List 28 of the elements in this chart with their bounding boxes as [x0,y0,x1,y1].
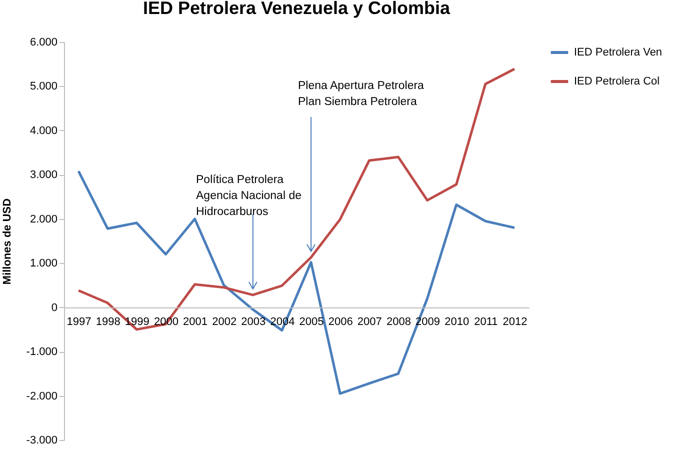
x-tick-label: 2007 [357,316,382,328]
y-tick-label: 4.000 [30,124,58,137]
y-tick-label: 1.000 [30,258,58,270]
chart-title: IED Petrolera Venezuela y Colombia [142,0,452,18]
legend-label: IED Petrolera Ven [574,46,662,58]
y-tick-label: 3.000 [30,169,58,182]
x-tick-label: 2008 [386,316,411,328]
y-tick-label: 6.000 [30,36,58,48]
legend-label: IED Petrolera Col [574,76,660,88]
annotation: Plena Apertura Petrolera Plan Siembra Petrolera [298,80,425,108]
annotation: Política Petrolera Agencia Nacional de Hidrocarburos [196,174,302,218]
x-tick-label: 1997 [66,316,92,328]
x-tick-label: 2012 [502,316,528,328]
x-tick-label: 2010 [444,316,470,328]
x-tick-label: 2011 [474,316,498,328]
y-tick-label: 2.000 [30,213,58,226]
y-tick-label: 5.000 [30,80,58,93]
x-tick-label: 2003 [241,316,266,328]
x-tick-label: 2005 [299,316,324,328]
y-axis-title: Millones de USD [1,198,14,285]
x-tick-label: 2002 [212,316,237,328]
x-tick-label: 2001 [183,316,208,328]
x-tick-label: 1998 [96,316,120,328]
y-tick-label: 0 [51,302,58,314]
y-tick-label: -2.000 [26,390,58,402]
x-tick-label: 2006 [328,316,353,328]
y-tick-label: -1.000 [26,346,58,358]
y-tick-label: -3.000 [26,434,58,446]
